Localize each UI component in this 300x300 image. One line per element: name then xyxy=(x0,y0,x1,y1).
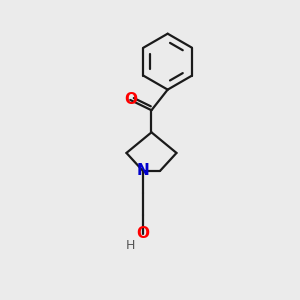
Text: O: O xyxy=(124,92,137,107)
Text: O: O xyxy=(136,226,149,242)
Text: N: N xyxy=(136,163,149,178)
Text: H: H xyxy=(126,238,135,252)
